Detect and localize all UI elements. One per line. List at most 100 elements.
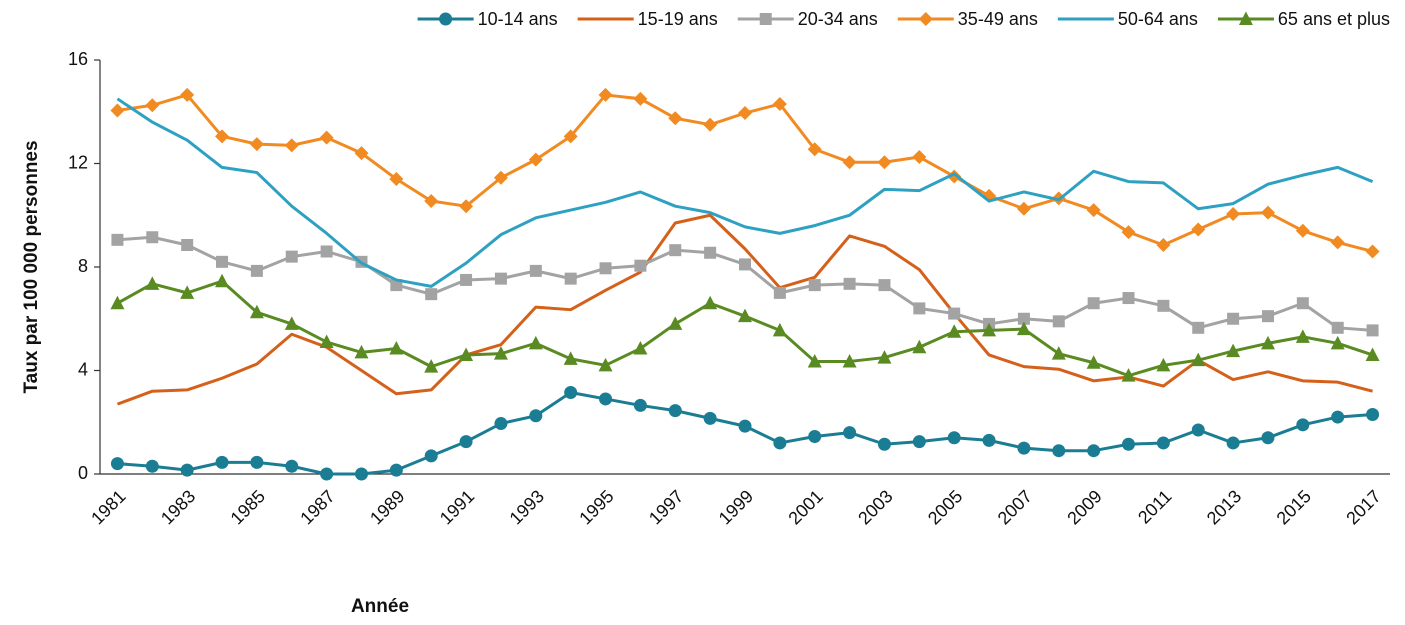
- marker: [912, 150, 927, 165]
- marker: [1295, 223, 1310, 238]
- marker: [947, 431, 961, 445]
- x-tick-label: 2005: [924, 486, 966, 528]
- legend-label: 50-64 ans: [1118, 9, 1198, 29]
- legend-label: 35-49 ans: [958, 9, 1038, 29]
- marker: [878, 279, 891, 292]
- marker: [598, 87, 613, 102]
- marker: [389, 172, 404, 187]
- marker: [598, 357, 613, 372]
- marker: [110, 295, 125, 310]
- marker: [1086, 203, 1101, 218]
- marker: [439, 12, 453, 26]
- marker: [529, 409, 543, 423]
- marker: [459, 435, 473, 449]
- marker: [759, 13, 772, 25]
- marker: [1261, 310, 1274, 323]
- marker: [1121, 225, 1136, 240]
- marker: [877, 437, 891, 451]
- marker: [1191, 222, 1206, 237]
- marker: [494, 272, 507, 285]
- marker: [1122, 292, 1135, 305]
- x-tick-label: 1999: [715, 486, 757, 528]
- marker: [249, 304, 264, 319]
- marker: [1226, 206, 1241, 221]
- marker: [807, 353, 822, 368]
- marker: [913, 302, 926, 315]
- marker: [1191, 352, 1206, 367]
- marker: [1238, 11, 1253, 25]
- legend-label: 65 ans et plus: [1278, 9, 1390, 29]
- marker: [215, 273, 230, 288]
- marker: [738, 106, 752, 121]
- legend-label: 15-19 ans: [638, 9, 718, 29]
- series-line: [117, 390, 1373, 476]
- marker: [320, 245, 333, 258]
- marker: [110, 103, 125, 118]
- y-tick-label: 16: [68, 49, 88, 69]
- marker: [703, 411, 717, 425]
- marker: [668, 316, 683, 330]
- marker: [773, 436, 787, 450]
- marker: [319, 130, 334, 145]
- marker: [1086, 355, 1101, 369]
- marker: [1017, 312, 1030, 325]
- marker: [146, 231, 159, 244]
- marker: [1156, 436, 1170, 450]
- legend-item: 15-19 ans: [577, 9, 718, 29]
- marker: [1051, 346, 1066, 360]
- marker: [947, 324, 962, 338]
- marker: [1226, 436, 1240, 450]
- x-tick-label: 2015: [1273, 486, 1315, 528]
- marker: [912, 339, 927, 354]
- marker: [738, 308, 752, 323]
- marker: [145, 459, 159, 473]
- marker: [459, 199, 474, 214]
- marker: [215, 455, 229, 469]
- marker: [1227, 312, 1240, 325]
- marker: [528, 152, 543, 167]
- x-axis-title: Année: [351, 596, 409, 617]
- marker: [390, 279, 403, 292]
- marker: [1330, 235, 1345, 250]
- x-tick-label: 1985: [227, 486, 269, 528]
- series-line: [116, 279, 1374, 378]
- marker: [1331, 321, 1344, 334]
- y-tick-label: 12: [68, 152, 88, 172]
- x-tick-label: 1981: [87, 486, 129, 528]
- marker: [808, 279, 821, 292]
- marker: [110, 457, 124, 471]
- marker: [285, 459, 299, 473]
- marker: [1226, 343, 1241, 358]
- legend-label: 20-34 ans: [798, 9, 878, 29]
- marker: [668, 111, 683, 126]
- x-tick-label: 2009: [1063, 486, 1105, 528]
- marker: [1260, 335, 1275, 350]
- marker: [145, 276, 160, 290]
- legend: 10-14 ans 15-19 ans 20-34 ans 35-49 ans 50-6…: [417, 9, 1390, 29]
- marker: [842, 353, 857, 368]
- marker: [772, 96, 787, 111]
- marker: [493, 170, 508, 185]
- marker: [529, 264, 542, 277]
- marker: [947, 169, 962, 184]
- marker: [703, 295, 718, 310]
- legend-item: 35-49 ans: [897, 9, 1038, 29]
- x-tick-label: 2007: [994, 486, 1036, 528]
- marker: [1296, 418, 1310, 432]
- marker: [1052, 315, 1065, 328]
- marker: [249, 137, 264, 152]
- marker: [528, 335, 543, 350]
- marker: [912, 435, 926, 449]
- x-tick-label: 1987: [296, 486, 338, 528]
- marker: [739, 258, 751, 271]
- x-tick-label: 1997: [645, 486, 687, 528]
- legend-label: 10-14 ans: [478, 9, 558, 29]
- x-tick-label: 1991: [436, 486, 478, 528]
- legend-item: 65 ans et plus: [1217, 9, 1390, 29]
- marker: [1366, 324, 1379, 337]
- marker: [1156, 238, 1171, 253]
- marker: [704, 246, 717, 259]
- marker: [425, 288, 438, 301]
- marker: [772, 322, 787, 337]
